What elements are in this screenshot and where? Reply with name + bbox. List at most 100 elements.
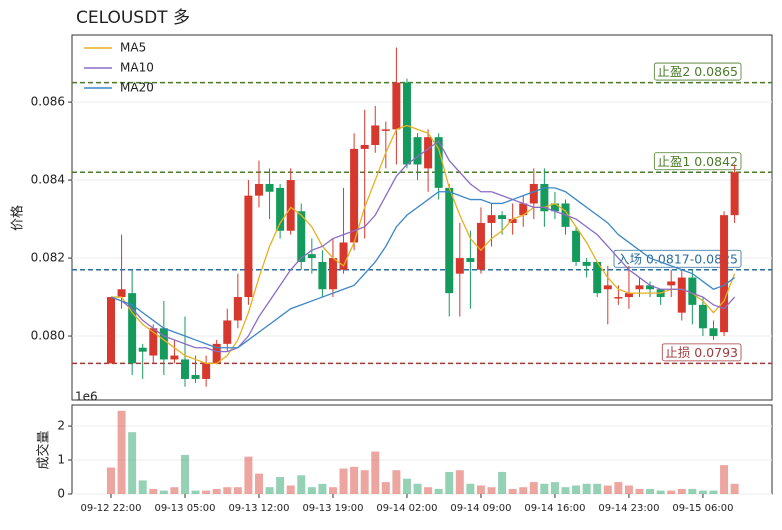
candle-body: [646, 285, 655, 290]
volume-bar: [191, 490, 200, 494]
volume-bar: [170, 487, 179, 494]
volume-bar: [339, 468, 348, 494]
volume-bar: [487, 487, 496, 494]
volume-bar: [698, 490, 707, 494]
x-tick-label: 09-13 19:00: [302, 503, 363, 514]
price-frame: [71, 34, 773, 401]
candle-body: [614, 297, 623, 299]
volume-bar: [265, 487, 274, 494]
candle-body: [286, 180, 295, 231]
volume-bar: [286, 485, 295, 494]
candle-body: [191, 375, 200, 379]
volume-frame: [71, 404, 773, 495]
candle-body: [593, 261, 602, 294]
candle-body: [328, 258, 337, 290]
candle-body: [180, 359, 189, 379]
volume-bar: [381, 482, 390, 494]
volume-bar: [720, 465, 729, 494]
candle-body: [730, 172, 739, 216]
candle-body: [212, 343, 221, 364]
volume-bar: [476, 485, 485, 494]
candle-body: [402, 82, 411, 165]
volume-bar: [561, 487, 570, 494]
volume-bar: [297, 475, 306, 494]
volume-bar: [709, 490, 718, 494]
volume-bar: [254, 473, 263, 494]
y-tick-label: 0.086: [31, 95, 65, 109]
level-label: 止盈2 0.0865: [657, 64, 738, 79]
volume-bar: [402, 478, 411, 494]
volume-bar: [223, 487, 232, 494]
candle-body: [720, 215, 729, 333]
volume-bar: [667, 490, 676, 494]
candle-body: [572, 230, 581, 262]
volume-bar: [424, 487, 433, 494]
candle-body: [371, 125, 380, 145]
volume-offset: 1e6: [75, 390, 98, 404]
candle-body: [624, 293, 633, 298]
candle-body: [392, 82, 401, 130]
candle-body: [318, 261, 327, 290]
candle-body: [233, 297, 242, 321]
volume-bar: [392, 470, 401, 494]
volume-bar: [656, 490, 665, 494]
legend-label: MA10: [120, 61, 154, 75]
ma-line: [111, 124, 736, 364]
volume-bar: [445, 471, 454, 494]
volume-bar: [276, 477, 285, 494]
candle-body: [445, 187, 454, 294]
legend-label: MA20: [120, 81, 154, 95]
volume-bar: [350, 466, 359, 494]
candle-body: [297, 211, 306, 262]
volume-bar: [635, 488, 644, 494]
y-tick-label: 2: [57, 419, 65, 433]
volume-bar: [466, 483, 475, 494]
x-tick-label: 09-14 02:00: [376, 503, 437, 514]
y-tick-label: 1: [57, 453, 65, 467]
volume-bar: [159, 490, 168, 494]
volume-bar: [593, 483, 602, 494]
candle-body: [128, 293, 137, 364]
legend-label: MA5: [120, 41, 146, 55]
volume-bar: [455, 470, 464, 494]
candle-body: [550, 203, 559, 212]
volume-bar: [688, 488, 697, 494]
volume-bar: [413, 483, 422, 494]
volume-bar: [550, 482, 559, 494]
ma-line: [110, 140, 736, 353]
y-tick-label: 0: [57, 487, 65, 501]
candle-body: [307, 254, 316, 259]
volume-bar: [202, 490, 211, 494]
candle-body: [265, 183, 274, 192]
volume-bar: [212, 488, 221, 494]
volume-bar: [328, 487, 337, 494]
volume-bar: [677, 488, 686, 494]
candle-body: [487, 215, 496, 223]
volume-bar: [434, 488, 443, 494]
x-tick-label: 09-15 06:00: [672, 503, 733, 514]
volume-bar: [371, 451, 380, 494]
chart-title: CELOUSDT 多: [76, 8, 190, 28]
x-tick-label: 09-14 23:00: [598, 503, 659, 514]
x-tick-label: 09-13 12:00: [228, 503, 289, 514]
x-tick-label: 09-14 09:00: [450, 503, 511, 514]
ma-line: [110, 187, 736, 349]
volume-bar: [138, 480, 147, 494]
candle-body: [149, 328, 158, 356]
candle-body: [339, 242, 348, 270]
candle-body: [498, 215, 507, 220]
volume-bar: [498, 471, 507, 494]
volume-bar: [149, 488, 158, 494]
candle-body: [244, 195, 253, 298]
y-tick-label: 0.080: [31, 329, 65, 343]
volume-bar: [603, 485, 612, 494]
candle-body: [466, 258, 475, 262]
y-tick-label: 0.084: [31, 173, 65, 187]
volume-bar: [529, 482, 538, 494]
candle-body: [413, 137, 422, 165]
volume-bar: [233, 487, 242, 494]
volume-bar: [107, 467, 115, 494]
volume-bar: [614, 482, 623, 494]
volume-bar: [360, 470, 369, 494]
